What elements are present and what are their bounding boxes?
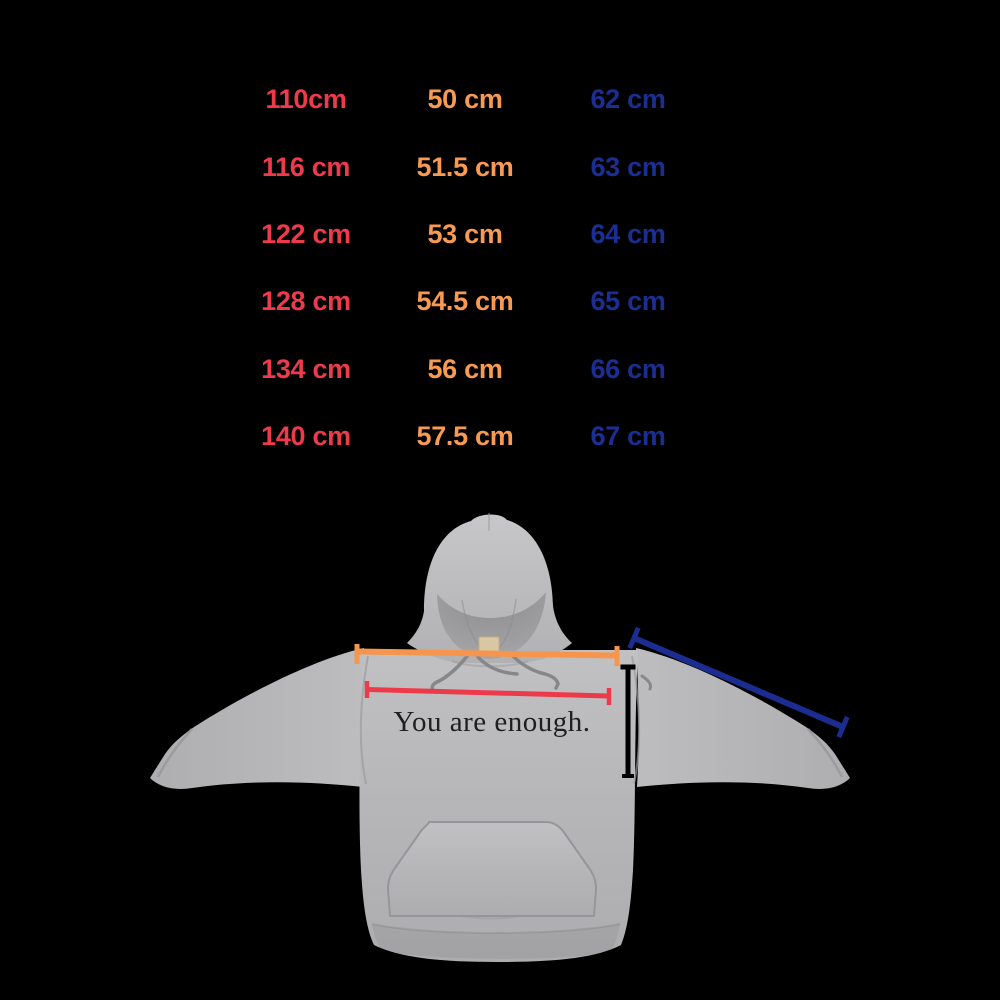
hood-opening bbox=[437, 592, 546, 659]
size-cell: 64 cm bbox=[590, 218, 666, 249]
size-cell: 50 cm bbox=[427, 84, 503, 115]
sleeve-arrow-blue bbox=[627, 626, 850, 739]
upper-width-arrow-orange bbox=[354, 644, 620, 666]
size-cell: 110cm bbox=[265, 84, 347, 115]
size-cell: 66 cm bbox=[590, 353, 666, 384]
left-cuff-seam bbox=[156, 728, 193, 778]
chest-width-arrow-red bbox=[364, 681, 612, 705]
hoodie-left-sleeve bbox=[150, 648, 364, 789]
size-cell: 128 cm bbox=[261, 286, 351, 317]
size-cell: 53 cm bbox=[427, 218, 503, 249]
size-cell: 122 cm bbox=[261, 218, 351, 249]
side-length-arrow-black bbox=[620, 664, 636, 778]
size-cell: 56 cm bbox=[427, 353, 503, 384]
size-cell: 67 cm bbox=[590, 421, 666, 452]
size-cell: 54.5 cm bbox=[416, 286, 514, 317]
left-armhole-seam bbox=[359, 655, 369, 785]
size-cell: 116 cm bbox=[261, 151, 351, 182]
size-cell: 62 cm bbox=[590, 84, 666, 115]
size-cell: 140 cm bbox=[261, 421, 351, 452]
hem-seam bbox=[371, 923, 621, 934]
right-armhole-seam bbox=[631, 655, 641, 785]
size-cell: 57.5 cm bbox=[416, 421, 514, 452]
shoulder-wrinkle bbox=[640, 674, 652, 691]
neck-label bbox=[478, 636, 500, 653]
kangaroo-pocket bbox=[386, 821, 598, 917]
hoodie-slogan-text: You are enough. bbox=[393, 706, 590, 738]
size-chart-table: 110cm 50 cm 62 cm 116 cm 51.5 cm 63 cm 1… bbox=[230, 66, 708, 470]
size-cell: 51.5 cm bbox=[416, 151, 514, 182]
hem-band bbox=[372, 924, 620, 959]
drawstrings bbox=[430, 651, 560, 692]
right-cuff-seam bbox=[807, 728, 844, 778]
size-cell: 65 cm bbox=[590, 286, 666, 317]
hoodie-right-sleeve bbox=[636, 648, 850, 789]
size-cell: 63 cm bbox=[590, 151, 666, 182]
size-cell: 134 cm bbox=[261, 353, 351, 384]
